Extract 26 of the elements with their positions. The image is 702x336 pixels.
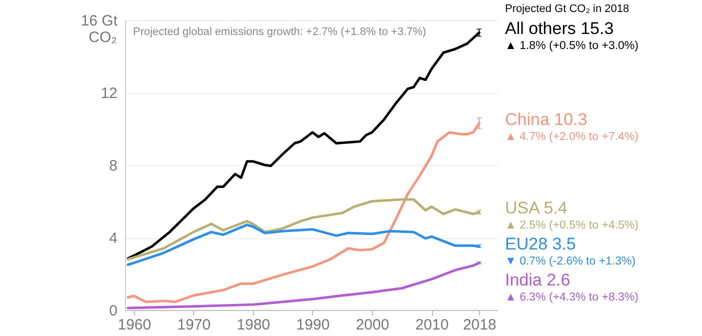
text: USA 5.4 bbox=[505, 198, 568, 218]
text: ▲ 2.5% (+0.5% to +4.5%) bbox=[505, 220, 639, 232]
y-tick-label: 4 bbox=[109, 230, 118, 247]
text: ▲ 4.7% (+2.0% to +7.4%) bbox=[505, 130, 639, 143]
x-tick-label: 2010 bbox=[415, 316, 449, 334]
y-tick-label: 12 bbox=[100, 85, 118, 102]
text: ▲ 6.3% (+4.3% to +8.3%) bbox=[505, 292, 639, 304]
text: ▲ 1.8% (+0.5% to +3.0%) bbox=[505, 40, 639, 52]
y-tick-label: 8 bbox=[109, 158, 118, 174]
text: India 2.6 bbox=[505, 270, 570, 290]
x-tick-label: 1960 bbox=[118, 316, 152, 334]
y-axis-title: CO₂ bbox=[88, 29, 118, 46]
x-tick-label: 1980 bbox=[236, 316, 270, 334]
legend-title: Projected Gt CO₂ in 2018 bbox=[505, 3, 630, 15]
line-series bbox=[126, 122, 480, 304]
x-tick-label: 2000 bbox=[356, 316, 390, 334]
text: EU28 3.5 bbox=[505, 234, 576, 254]
text: ▼ 0.7% (-2.6% to +1.3%) bbox=[505, 256, 636, 268]
text: China 10.3 bbox=[505, 110, 588, 129]
y-tick-label: 0 bbox=[109, 302, 118, 320]
annotation: Projected global emissions growth: +2.7% (+1.8% to +3.7%) bbox=[133, 26, 426, 38]
y-tick-label: 16 Gt bbox=[80, 12, 118, 30]
x-tick-label: 2018 bbox=[462, 316, 496, 334]
text: All others 15.3 bbox=[505, 19, 614, 38]
x-tick-label: 1990 bbox=[296, 316, 330, 334]
x-tick-label: 1970 bbox=[177, 316, 211, 334]
